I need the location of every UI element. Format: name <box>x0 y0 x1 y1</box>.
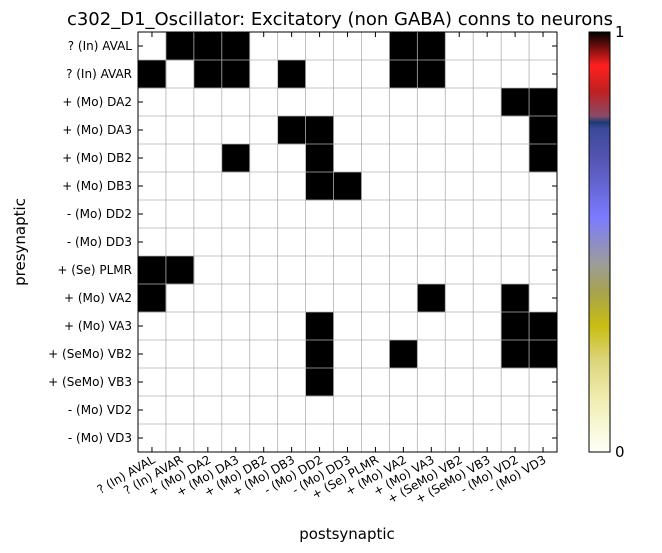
heatmap-cell <box>333 172 362 201</box>
y-tick-label: - (Mo) DD3 <box>67 235 132 249</box>
heatmap-cell <box>305 116 334 145</box>
heatmap-cell <box>277 116 306 145</box>
heatmap-cell <box>501 88 530 117</box>
heatmap-cell <box>221 60 251 89</box>
heatmap-cell <box>417 60 446 89</box>
heatmap-cell <box>417 284 446 313</box>
heatmap-cell <box>389 60 418 89</box>
y-tick-label: + (SeMo) VB3 <box>48 375 132 389</box>
heatmap-cell <box>305 144 334 173</box>
y-tick-label: + (Mo) DB3 <box>62 179 132 193</box>
heatmap-cell <box>305 368 334 397</box>
y-tick-label: + (Mo) DA2 <box>62 95 132 109</box>
plot-frame <box>137 31 558 453</box>
y-tick-label: ? (In) AVAR <box>66 67 132 81</box>
y-tick-label: + (Mo) VA2 <box>64 291 132 305</box>
heatmap-cell <box>305 172 334 201</box>
heatmap-cell <box>389 340 418 369</box>
y-tick-label: - (Mo) VD2 <box>68 403 132 417</box>
axis-ticks <box>138 32 557 452</box>
x-tick-labels: ? (In) AVAL? (In) AVAR+ (Mo) DA2+ (Mo) D… <box>95 452 549 506</box>
y-tick-label: + (Mo) DA3 <box>62 123 132 137</box>
heatmap-cell <box>193 60 223 89</box>
grid-lines <box>138 32 557 452</box>
colorbar <box>588 31 611 453</box>
colorbar-min-label: 0 <box>615 443 625 461</box>
y-tick-labels: ? (In) AVAL ? (In) AVAR + (Mo) DA2 + (Mo) D… <box>48 39 132 445</box>
y-tick-label: - (Mo) VD3 <box>68 431 132 445</box>
heatmap-cells <box>138 32 558 397</box>
heatmap-cell <box>221 144 251 173</box>
y-tick-label: + (Mo) DB2 <box>62 151 132 165</box>
chart-title: c302_D1_Oscillator: Excitatory (non GABA… <box>67 9 613 30</box>
heatmap-cell <box>305 340 334 369</box>
y-tick-label: ? (In) AVAL <box>68 39 133 53</box>
heatmap-cell <box>501 284 530 313</box>
heatmap-cell <box>501 312 530 341</box>
y-tick-label: + (Se) PLMR <box>57 263 132 277</box>
heatmap-cell <box>501 340 530 369</box>
heatmap-cell <box>165 256 195 285</box>
heatmap-cell <box>277 60 306 89</box>
heatmap-cell <box>305 312 334 341</box>
y-tick-label: + (SeMo) VB2 <box>48 347 132 361</box>
y-axis-label: presynaptic <box>11 198 29 286</box>
x-axis-label: postsynaptic <box>299 525 395 543</box>
y-tick-label: + (Mo) VA3 <box>64 319 132 333</box>
y-tick-label: - (Mo) DD2 <box>67 207 132 221</box>
colorbar-max-label: 1 <box>615 23 625 41</box>
